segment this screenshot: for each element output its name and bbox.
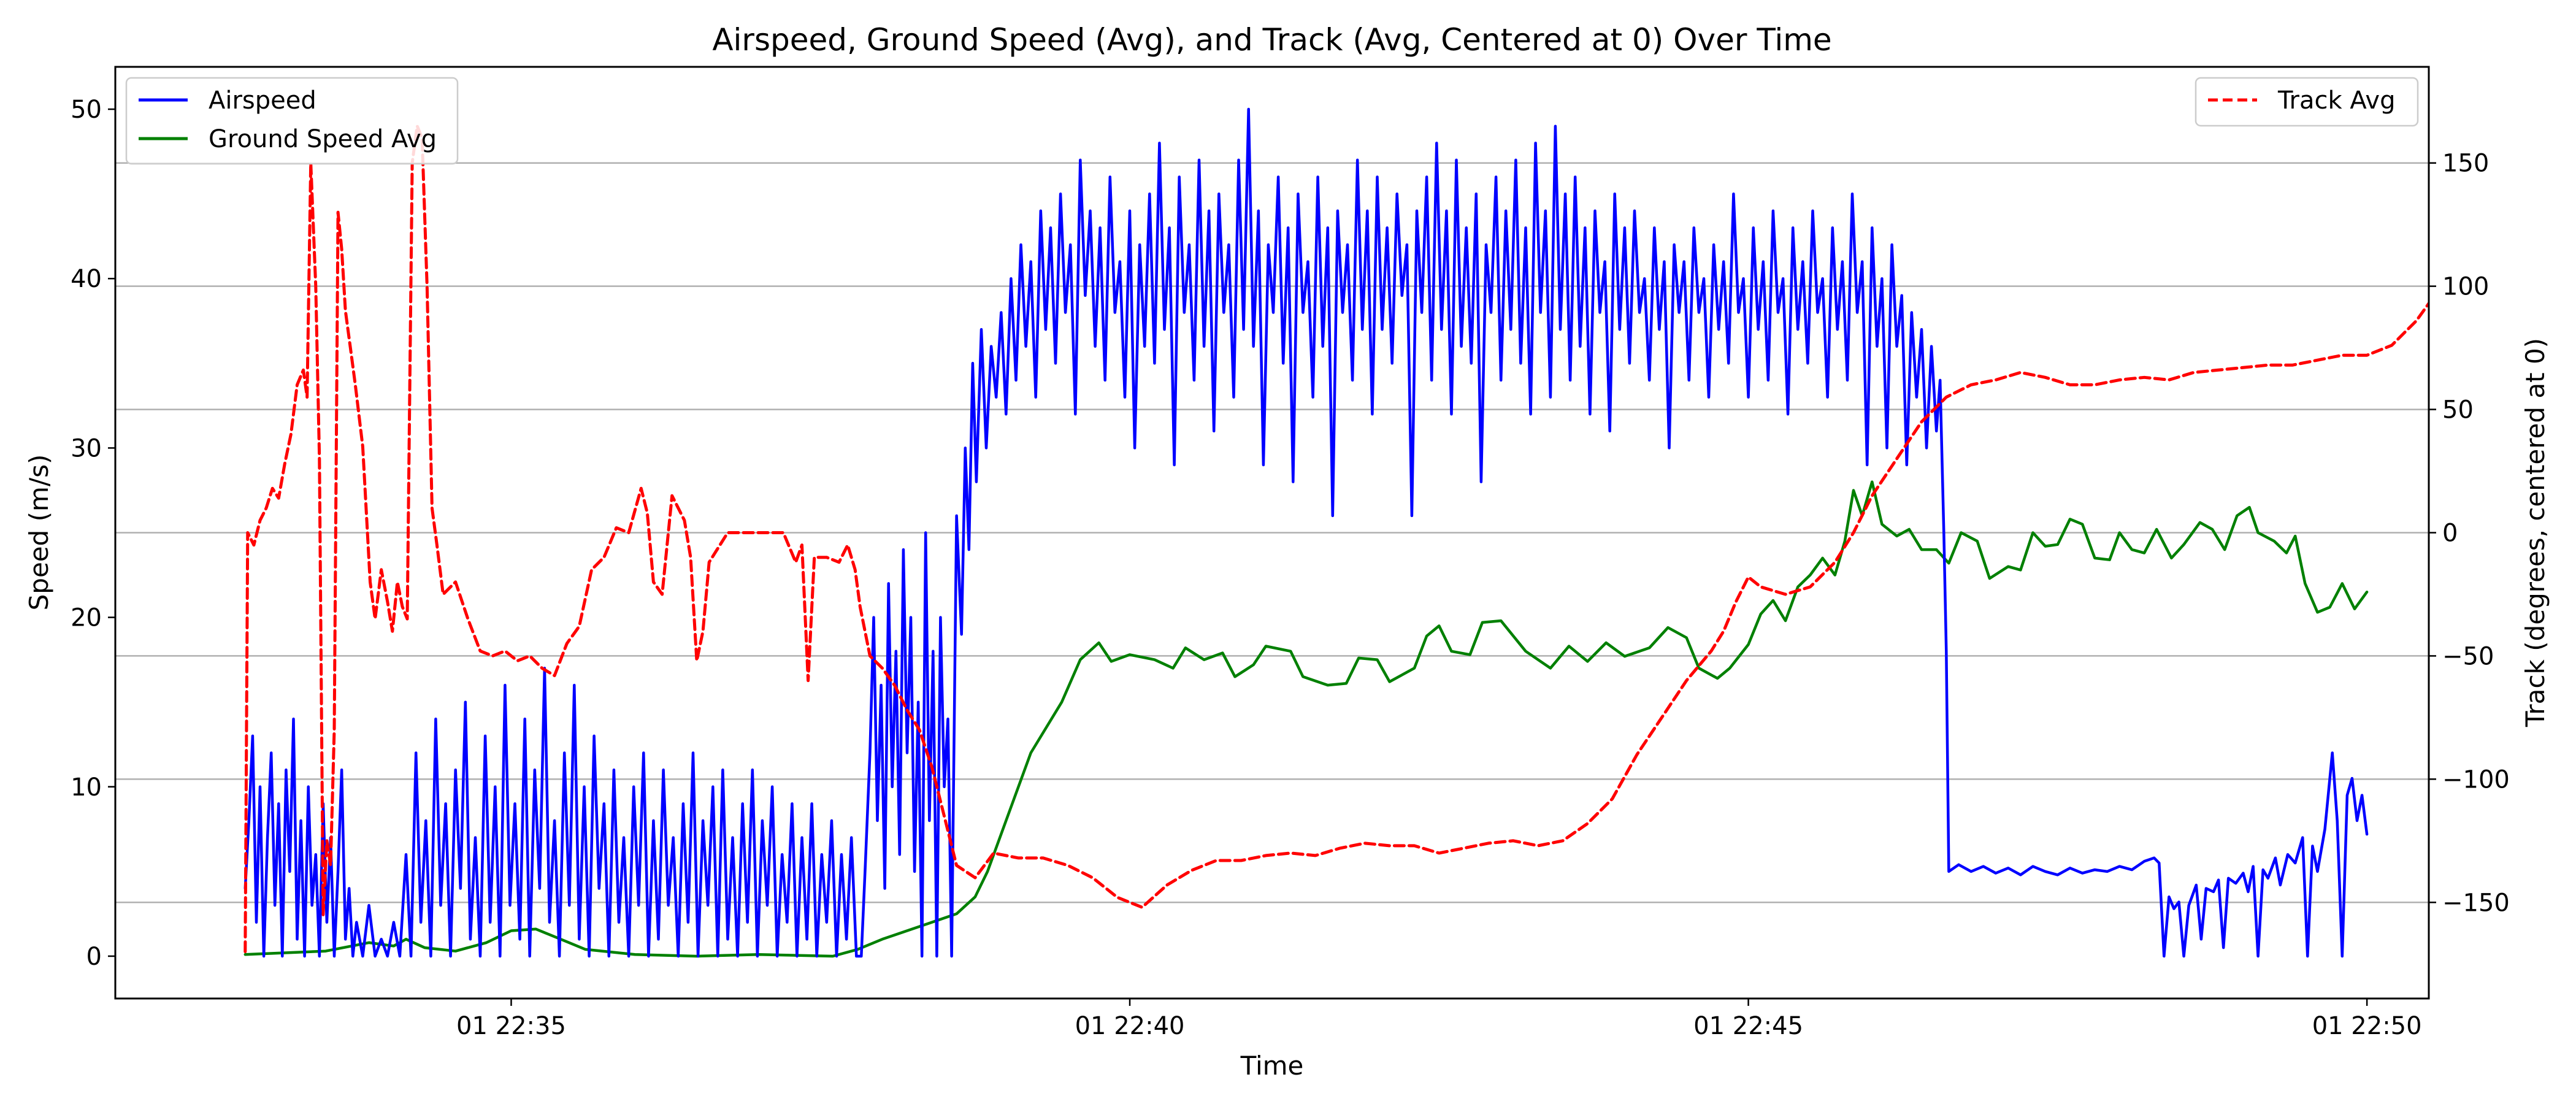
legend-track-label: Track Avg: [2277, 86, 2395, 115]
legend-right: Track Avg: [2195, 77, 2419, 127]
legend-airspeed-label: Airspeed: [209, 86, 316, 115]
y2-tick-label: 0: [2442, 519, 2458, 548]
y2-tick-label: −100: [2442, 765, 2510, 794]
x-tick-label: 01 22:45: [1693, 1012, 1803, 1040]
y2-tick-label: 100: [2442, 273, 2489, 301]
chart-title: Airspeed, Ground Speed (Avg), and Track …: [712, 22, 1831, 58]
series-line-airspeed: [243, 107, 2369, 958]
legend-left: Airspeed Ground Speed Avg: [125, 77, 459, 165]
legend-ground-speed-label: Ground Speed Avg: [209, 125, 437, 153]
y2-tick-label: −150: [2442, 889, 2510, 917]
y-axis-label: Speed (m/s): [24, 454, 54, 611]
y-axis-right: −150 −100 −50 0 50 100 150: [2429, 150, 2510, 917]
x-axis: 01 22:35 01 22:40 01 22:45 01 22:50: [456, 999, 2422, 1040]
series-line-track-avg: [243, 124, 2429, 954]
legend-left-box: [125, 77, 459, 165]
y-axis-left: 0 10 20 30 40 50: [71, 96, 115, 971]
series-line-ground-speed-avg: [243, 480, 2369, 958]
series-layer: [243, 107, 2429, 958]
y-tick-label: 10: [71, 773, 102, 802]
y2-tick-label: 50: [2442, 396, 2474, 424]
y2-axis-label: Track (degrees, centered at 0): [2520, 338, 2550, 727]
x-tick-label: 01 22:35: [456, 1012, 566, 1040]
y2-tick-label: 150: [2442, 150, 2489, 178]
legend-right-box: [2195, 77, 2419, 127]
x-tick-label: 01 22:40: [1075, 1012, 1185, 1040]
y-tick-label: 50: [71, 96, 102, 124]
y-tick-label: 0: [86, 943, 102, 971]
y-tick-label: 30: [71, 434, 102, 462]
y-tick-label: 20: [71, 604, 102, 632]
x-axis-label: Time: [1240, 1051, 1304, 1081]
y-tick-label: 40: [71, 265, 102, 293]
y2-tick-label: −50: [2442, 642, 2494, 670]
x-tick-label: 01 22:50: [2312, 1012, 2422, 1040]
